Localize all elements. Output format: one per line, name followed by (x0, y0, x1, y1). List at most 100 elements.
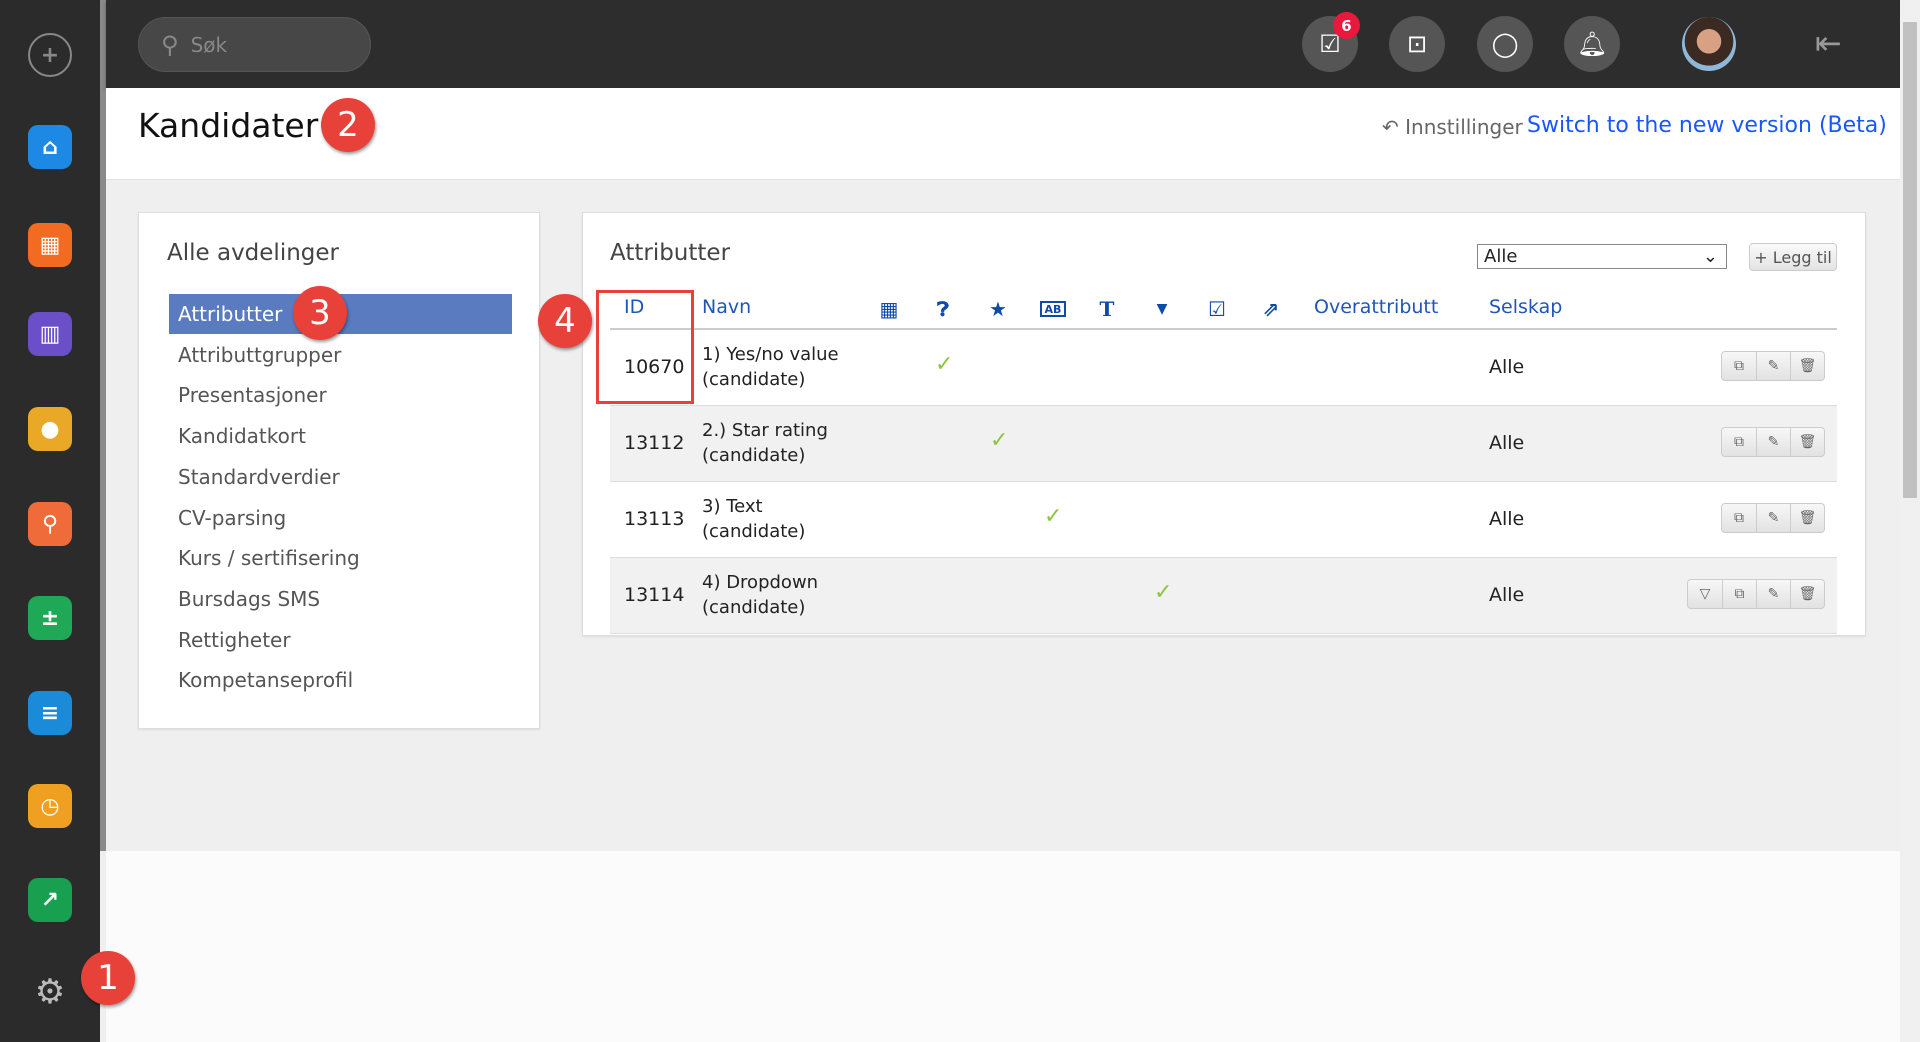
tasks-icon: ☑ (1319, 30, 1341, 58)
menu-item[interactable]: Kandidatkort (178, 424, 306, 449)
document-icon[interactable]: ≡ (28, 691, 72, 735)
candidates-icon[interactable]: ● (28, 407, 72, 451)
row-company: Alle (1489, 432, 1525, 454)
calendar-icon: ▦ (879, 297, 899, 321)
row-name[interactable]: 2.) Star rating (candidate) (702, 418, 828, 468)
home-icon[interactable]: ⌂ (28, 125, 72, 169)
delete-icon[interactable]: 🗑︎ (1790, 580, 1824, 608)
app-sidebar: + ⌂ ▦ ▥ ● ⚲ ± ≡ ◷ ↗ ⚙ (0, 0, 100, 1042)
table-row[interactable]: 13113 3) Text (candidate) ✓ Alle ⧉ ✎ 🗑︎ (610, 482, 1837, 558)
menu-item[interactable]: Bursdags SMS (178, 586, 321, 611)
avatar[interactable] (1682, 17, 1736, 71)
candidate-search-icon[interactable]: ⚲ (28, 502, 72, 546)
menu-item[interactable]: Kompetanseprofil (178, 668, 354, 693)
row-id: 10670 (624, 356, 685, 378)
row-name-type: (candidate) (702, 369, 806, 390)
chevron-down-icon: ⌄ (1702, 246, 1718, 267)
edit-icon[interactable]: ✎ (1756, 428, 1790, 456)
column-id[interactable]: ID (624, 296, 645, 318)
row-name[interactable]: 1) Yes/no value (candidate) (702, 342, 839, 392)
edit-icon[interactable]: ✎ (1756, 352, 1790, 380)
highlight-box (596, 290, 694, 404)
table-row[interactable]: 13112 2.) Star rating (candidate) ✓ Alle … (610, 406, 1837, 482)
menu-item[interactable]: Kurs / sertifisering (178, 546, 360, 571)
menu-item[interactable]: Rettigheter (178, 627, 291, 652)
column-name[interactable]: Navn (702, 296, 752, 318)
search-input[interactable]: ⚲ Søk (138, 17, 371, 72)
caret-down-icon: ▼ (1156, 301, 1168, 317)
row-name[interactable]: 4) Dropdown (candidate) (702, 570, 818, 620)
menu-item[interactable]: Standardverdier (178, 464, 340, 489)
row-name-type: (candidate) (702, 597, 806, 618)
column-company[interactable]: Selskap (1489, 296, 1563, 318)
annotation-2: 2 (321, 98, 375, 152)
filter-value: Alle (1484, 246, 1518, 267)
row-actions: ⧉ ✎ 🗑︎ (1721, 351, 1825, 381)
stats-icon[interactable]: ↗ (28, 878, 72, 922)
row-company: Alle (1489, 356, 1525, 378)
settings-link[interactable]: ↶ Innstillinger (1382, 115, 1523, 139)
dropdown-options-icon[interactable]: ▽ (1699, 586, 1711, 602)
timesheet-icon[interactable]: ◷ (28, 784, 72, 828)
annotation-3: 3 (293, 286, 347, 340)
translate-icon[interactable]: ⧉ (1722, 580, 1756, 608)
delete-icon[interactable]: 🗑︎ (1790, 352, 1824, 380)
delete-icon[interactable]: 🗑︎ (1790, 504, 1824, 532)
bell-icon: 🔔︎ (1576, 30, 1608, 58)
row-id: 13113 (624, 508, 685, 530)
new-version-link[interactable]: Switch to the new version (Beta) (1527, 113, 1887, 138)
notifications-button[interactable]: 🔔︎ (1564, 16, 1620, 72)
translate-icon[interactable]: ⧉ (1734, 510, 1744, 526)
company-filter-select[interactable]: Alle ⌄ (1477, 244, 1727, 269)
row-actions: ⧉ ✎ 🗑︎ (1721, 427, 1825, 457)
back-arrow-icon: ↶ (1382, 115, 1406, 139)
translate-icon[interactable]: ⧉ (1734, 434, 1744, 450)
collapse-icon[interactable]: ⇤ (1815, 24, 1842, 62)
left-panel-title: Alle avdelinger (167, 240, 339, 266)
annotation-4: 4 (538, 294, 592, 348)
delete-icon[interactable]: 🗑︎ (1790, 428, 1824, 456)
chat-button[interactable]: ◯ (1477, 16, 1533, 72)
row-name-title: 4) Dropdown (702, 572, 819, 593)
row-company: Alle (1489, 508, 1525, 530)
row-id: 13114 (624, 584, 685, 606)
row-name-title: 3) Text (702, 496, 763, 517)
row-name[interactable]: 3) Text (candidate) (702, 494, 805, 544)
row-company: Alle (1489, 584, 1525, 606)
translate-icon[interactable]: ⧉ (1734, 358, 1744, 374)
check-icon: ✓ (935, 352, 954, 377)
search-placeholder: Søk (190, 32, 228, 57)
settings-label: Innstillinger (1405, 115, 1523, 139)
top-bar (106, 0, 1900, 88)
row-name-title: 1) Yes/no value (702, 344, 839, 365)
menu-item[interactable]: CV-parsing (178, 505, 287, 530)
spreadsheet-icon[interactable]: ± (28, 596, 72, 640)
menu-item[interactable]: Attributtgrupper (178, 342, 342, 367)
page-background (106, 851, 1900, 1042)
add-button[interactable]: + Legg til (1749, 243, 1837, 271)
building-icon[interactable]: ▥ (28, 312, 72, 356)
check-icon: ✓ (1154, 580, 1173, 605)
row-id: 13112 (624, 432, 685, 454)
edit-icon[interactable]: ✎ (1756, 504, 1790, 532)
table-row[interactable]: 13114 4) Dropdown (candidate) ✓ Alle ▽ ⧉ ✎ 🗑… (610, 558, 1837, 634)
row-name-type: (candidate) (702, 521, 806, 542)
row-name-title: 2.) Star rating (702, 420, 828, 441)
table-row[interactable]: 10670 1) Yes/no value (candidate) ✓ Alle … (610, 330, 1837, 406)
check-icon: ✓ (990, 428, 1009, 453)
calendar-app-icon[interactable]: ▦ (28, 223, 72, 267)
inbox-icon: ⊡ (1406, 30, 1428, 58)
inbox-button[interactable]: ⊡ (1389, 16, 1445, 72)
row-actions: ⧉ ✎ 🗑︎ (1721, 503, 1825, 533)
row-actions: ▽ ⧉ ✎ 🗑︎ (1687, 579, 1825, 609)
menu-item[interactable]: Presentasjoner (178, 383, 327, 408)
column-parent-attribute[interactable]: Overattributt (1314, 296, 1439, 318)
edit-icon[interactable]: ✎ (1756, 580, 1790, 608)
add-icon[interactable]: + (28, 33, 72, 77)
gear-icon[interactable]: ⚙ (34, 972, 66, 1012)
row-name-type: (candidate) (702, 445, 806, 466)
header-divider (610, 328, 1837, 330)
question-chat-icon: ❓︎ (936, 297, 950, 321)
scrollbar-thumb[interactable] (1903, 22, 1917, 498)
ab-icon: AB (1040, 301, 1066, 317)
